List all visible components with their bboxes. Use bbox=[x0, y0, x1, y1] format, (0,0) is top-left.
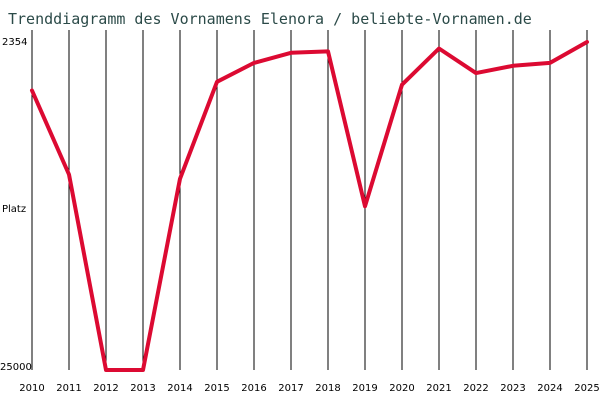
vertical-gridlines bbox=[31, 30, 588, 370]
x-tick-2020: 2020 bbox=[389, 383, 414, 394]
y-tick-bottom: 25000 bbox=[0, 362, 32, 373]
x-tick-2013: 2013 bbox=[130, 383, 155, 394]
x-tick-2023: 2023 bbox=[500, 383, 525, 394]
y-tick-top: 2354 bbox=[2, 37, 27, 48]
x-tick-2017: 2017 bbox=[278, 383, 303, 394]
y-axis-label: Platz bbox=[2, 204, 26, 215]
x-tick-2025: 2025 bbox=[574, 383, 599, 394]
series-line bbox=[30, 40, 589, 372]
x-tick-2014: 2014 bbox=[167, 383, 192, 394]
x-tick-2015: 2015 bbox=[204, 383, 229, 394]
chart-title: Trenddiagramm des Vornamens Elenora / be… bbox=[8, 10, 532, 28]
x-tick-labels: 2010 2011 2012 2013 2014 2015 2016 2017 2018 2019… bbox=[19, 383, 599, 394]
x-tick-2021: 2021 bbox=[426, 383, 451, 394]
x-tick-2019: 2019 bbox=[352, 383, 377, 394]
x-tick-2012: 2012 bbox=[93, 383, 118, 394]
x-tick-2010: 2010 bbox=[19, 383, 44, 394]
x-tick-2011: 2011 bbox=[56, 383, 81, 394]
x-tick-2018: 2018 bbox=[315, 383, 340, 394]
x-tick-2016: 2016 bbox=[241, 383, 266, 394]
x-tick-2024: 2024 bbox=[537, 383, 562, 394]
x-tick-2022: 2022 bbox=[463, 383, 488, 394]
